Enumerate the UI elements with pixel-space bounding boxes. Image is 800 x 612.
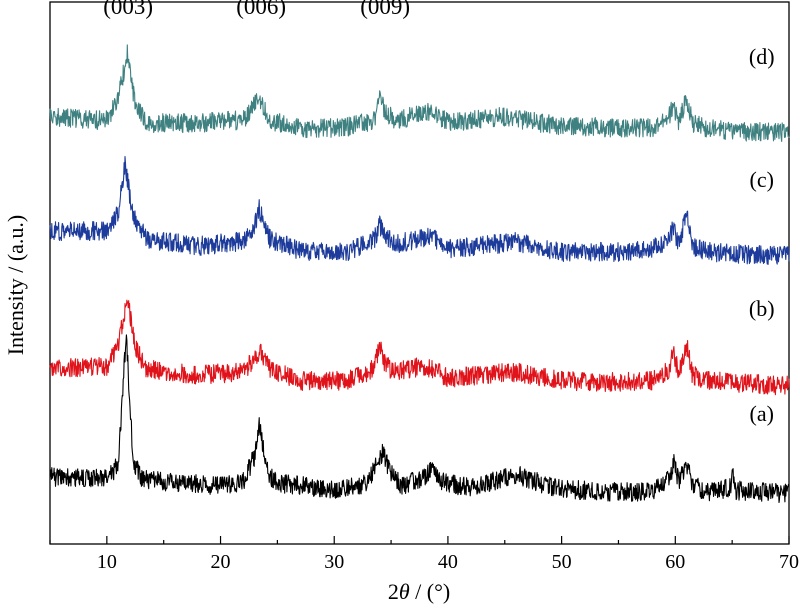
x-tick-label: 10: [97, 551, 117, 573]
x-axis-title-symbol: θ: [399, 579, 410, 604]
series-label-d: (d): [749, 44, 775, 69]
x-tick-label: 50: [552, 551, 572, 573]
series-group: [49, 44, 790, 504]
x-axis: 10 20 30 40 50 60 70: [49, 536, 799, 573]
y-axis-title: Intensity / (a.u.): [3, 215, 28, 356]
series-line-a: [49, 334, 790, 504]
series-label-c: (c): [750, 167, 774, 192]
peak-label: (006): [236, 0, 286, 19]
series-label-a: (a): [750, 401, 774, 426]
peak-label: (009): [360, 0, 410, 19]
x-axis-title: 2θ / (°): [388, 579, 450, 604]
peak-annotations: (003) (006) (009): [103, 0, 410, 19]
x-tick-label: 30: [324, 551, 344, 573]
series-line-c: [49, 155, 790, 265]
x-tick-label: 60: [665, 551, 685, 573]
series-line-b: [49, 299, 790, 396]
series-label-b: (b): [749, 296, 775, 321]
peak-label: (003): [103, 0, 153, 19]
x-tick-label: 20: [211, 551, 231, 573]
series-labels: (a) (b) (c) (d): [749, 44, 775, 426]
x-axis-title-suffix: / (°): [410, 579, 451, 604]
series-line-d: [49, 44, 790, 142]
x-tick-label: 70: [779, 551, 799, 573]
x-tick-label: 40: [438, 551, 458, 573]
plot-frame: [49, 1, 790, 545]
x-axis-title-prefix: 2: [388, 579, 399, 604]
